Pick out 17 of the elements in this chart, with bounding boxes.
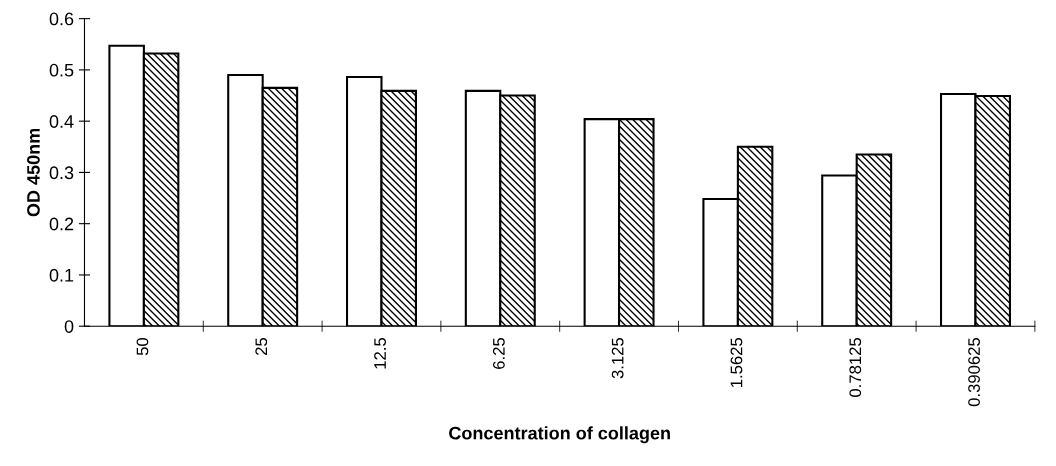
y-axis-title: OD 450nm [27,128,40,217]
x-tick-label: 3.125 [611,338,624,379]
y-tick-label: 0.3 [49,166,74,180]
y-tick-label: 0.4 [49,115,74,128]
x-axis-title: Concentration of collagen [449,426,670,444]
x-tick-label: 0.390625 [968,338,980,407]
x-tick-label: 1.5625 [730,338,743,388]
y-tick-label: 0.5 [49,63,74,77]
x-tick-label: 0.78125 [849,338,862,397]
y-tick-label: 0.2 [49,217,74,231]
y-tick-label: 0.1 [49,268,74,282]
x-tick-label: 12.5 [374,338,386,369]
y-tick-label: 0.6 [49,12,74,26]
y-tick-label: 0 [64,320,74,333]
x-tick-label: 50 [136,337,149,356]
x-tick-label: 6.25 [492,338,505,369]
x-tick-label: 25 [255,338,268,356]
